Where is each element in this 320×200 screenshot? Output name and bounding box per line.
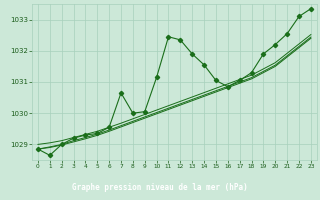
Text: Graphe pression niveau de la mer (hPa): Graphe pression niveau de la mer (hPa) xyxy=(72,183,248,192)
